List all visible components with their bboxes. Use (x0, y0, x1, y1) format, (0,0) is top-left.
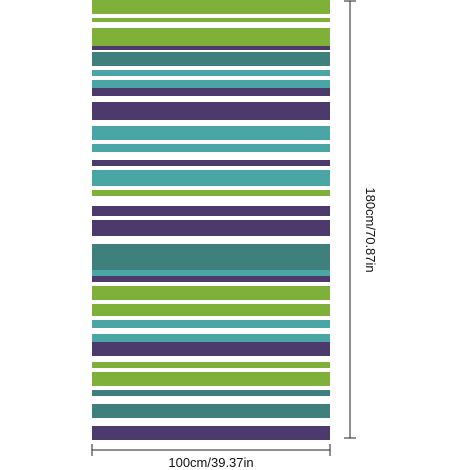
height-label: 180cm/70.87in (363, 187, 378, 272)
width-dimension (91, 444, 331, 456)
height-dimension (344, 0, 356, 439)
rug (92, 0, 330, 440)
width-label: 100cm/39.37in (168, 455, 253, 470)
